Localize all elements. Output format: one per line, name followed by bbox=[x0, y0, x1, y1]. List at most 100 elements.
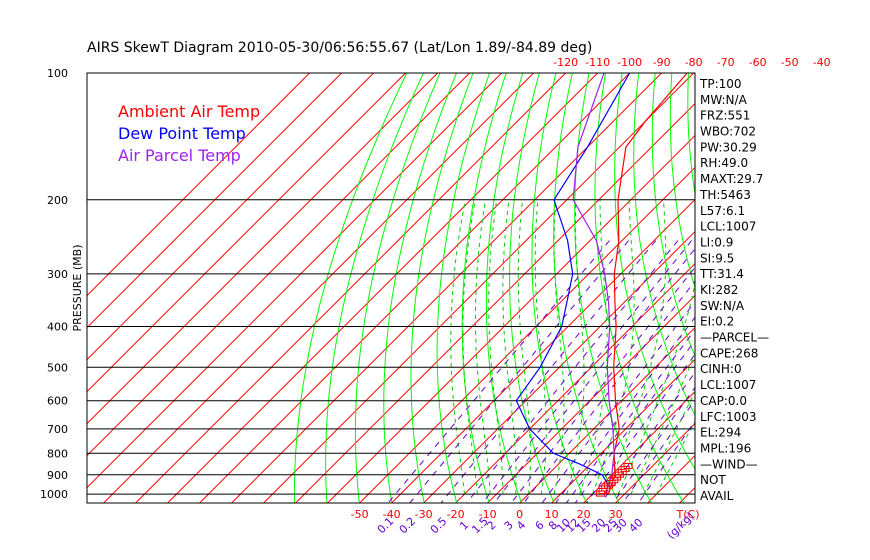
pressure-tick-label: 900 bbox=[47, 469, 68, 482]
top-temp-label: -110 bbox=[585, 56, 610, 69]
stat-value: CAPE:268 bbox=[700, 346, 758, 360]
top-temperature-labels: -120 -110 -100 -90 -80 -70 -60 -50 -40 bbox=[553, 56, 830, 69]
bottom-temp-label: 20 bbox=[577, 508, 591, 521]
mixing-ratio-line bbox=[387, 240, 610, 503]
isotherm-line bbox=[87, 73, 342, 329]
stat-value: LI:0.9 bbox=[700, 236, 733, 250]
stat-value: LCL:1007 bbox=[700, 378, 756, 392]
dry-adiabat-line bbox=[354, 73, 441, 503]
stat-value: WBO:702 bbox=[700, 125, 756, 139]
plot-frame bbox=[86, 72, 696, 504]
dry-adiabat-line bbox=[755, 73, 870, 503]
stat-value: AVAIL bbox=[700, 489, 734, 503]
isotherm-line bbox=[87, 73, 438, 425]
isotherm-line bbox=[199, 73, 630, 503]
stat-value: RH:49.0 bbox=[700, 156, 748, 170]
moist-adiabat-line bbox=[450, 199, 466, 495]
isotherm-line bbox=[551, 358, 695, 503]
stat-value: TP:100 bbox=[699, 77, 742, 91]
isotherm-line bbox=[231, 73, 662, 503]
pressure-tick-label: 800 bbox=[47, 447, 68, 460]
stat-value: TH:5463 bbox=[699, 188, 751, 202]
pressure-tick-label: 200 bbox=[47, 194, 68, 207]
stat-value: NOT bbox=[700, 473, 726, 487]
stat-value: EI:0.2 bbox=[700, 315, 734, 329]
stat-value: SW:N/A bbox=[700, 299, 745, 313]
isotherm-line bbox=[103, 73, 534, 503]
dry-adiabat-line bbox=[669, 73, 695, 290]
sounding-curves bbox=[515, 73, 688, 495]
dry-adiabat-line bbox=[837, 73, 870, 503]
mixing-ratio-label: 3 bbox=[502, 518, 516, 532]
stat-value: —WIND— bbox=[700, 457, 758, 471]
isotherm-line bbox=[167, 73, 598, 503]
mixing-ratio-label: 40 bbox=[626, 516, 645, 535]
dry-adiabat-line bbox=[509, 73, 555, 503]
top-temp-label: -90 bbox=[653, 56, 671, 69]
dry-adiabat-line bbox=[461, 73, 507, 503]
bottom-temp-label: -30 bbox=[415, 508, 433, 521]
stat-value: CAP:0.0 bbox=[700, 394, 747, 408]
bottom-temp-label: T(C) bbox=[676, 508, 700, 521]
dry-adiabat-line bbox=[436, 73, 491, 503]
pressure-tick-label: 100 bbox=[47, 67, 68, 80]
ambient-air-tempcurve bbox=[607, 73, 688, 495]
isotherm-line bbox=[87, 73, 310, 297]
dry-adiabat-line bbox=[485, 73, 524, 503]
mixing-ratio-line bbox=[612, 386, 695, 503]
pressure-tick-label: 300 bbox=[47, 268, 68, 281]
legend-entry: Dew Point Temp bbox=[118, 124, 246, 143]
mixing-ratio-line bbox=[638, 420, 695, 503]
dry-adiabat-line bbox=[738, 73, 870, 503]
stat-value: MPL:196 bbox=[700, 442, 751, 456]
dry-adiabat-line bbox=[410, 73, 474, 503]
top-temp-label: -50 bbox=[781, 56, 799, 69]
top-temp-label: -100 bbox=[617, 56, 642, 69]
stat-value: PW:30.29 bbox=[700, 140, 757, 154]
stat-value: FRZ:551 bbox=[700, 109, 750, 123]
dry-adiabat-line bbox=[383, 73, 457, 503]
chart-legend: Ambient Air Temp Dew Point Temp Air Parcel… bbox=[118, 102, 260, 165]
stat-value: EL:294 bbox=[700, 426, 741, 440]
isotherm-line bbox=[583, 390, 695, 503]
pressure-tick-label: 500 bbox=[47, 361, 68, 374]
mixing-ratio-line bbox=[523, 280, 695, 503]
stat-value: SI:9.5 bbox=[700, 251, 734, 265]
moist-adiabat-line bbox=[553, 199, 565, 495]
pressure-tick-label: 600 bbox=[47, 395, 68, 408]
moist-adiabat-line bbox=[579, 199, 608, 495]
isotherm-line bbox=[647, 454, 695, 503]
moist-adiabat-line bbox=[517, 199, 531, 495]
air-parcel-tempcurve bbox=[572, 73, 615, 495]
dew-point-tempcurve bbox=[515, 73, 631, 495]
isotherm-line bbox=[87, 73, 470, 457]
mixing-ratio-line bbox=[622, 399, 695, 503]
dry-adiabat-line bbox=[633, 73, 695, 417]
bottom-temp-label: -10 bbox=[479, 508, 497, 521]
stat-value: MAXT:29.7 bbox=[700, 172, 763, 186]
mixing-ratio-line bbox=[510, 266, 695, 503]
isotherm-line bbox=[487, 294, 695, 503]
dry-adiabat-line bbox=[854, 73, 870, 503]
mixing-ratio-label: 4 bbox=[514, 518, 528, 532]
dry-adiabat-line bbox=[293, 73, 408, 503]
mixing-ratio-label: 1 bbox=[457, 518, 471, 532]
y-axis-label: PRESSURE (MB) bbox=[71, 245, 84, 332]
bottom-temp-label: 30 bbox=[609, 508, 623, 521]
dry-adiabat-line bbox=[651, 73, 695, 358]
stat-value: —PARCEL— bbox=[700, 331, 769, 345]
top-temp-label: -60 bbox=[749, 56, 767, 69]
isotherm-line bbox=[327, 134, 695, 503]
bottom-temp-label: 0 bbox=[516, 508, 523, 521]
stat-value: LCL:1007 bbox=[700, 220, 756, 234]
mixing-ratio-line bbox=[565, 329, 695, 503]
dry-adiabat-line bbox=[804, 73, 870, 503]
mixing-ratio-line bbox=[555, 316, 695, 503]
stat-value: CINH:0 bbox=[700, 362, 742, 376]
isotherm-line bbox=[359, 166, 695, 503]
mixing-ratio-line bbox=[482, 240, 692, 503]
isotherm-line bbox=[87, 73, 406, 393]
stat-value: LFC:1003 bbox=[700, 410, 757, 424]
dry-adiabat-line bbox=[531, 73, 588, 503]
